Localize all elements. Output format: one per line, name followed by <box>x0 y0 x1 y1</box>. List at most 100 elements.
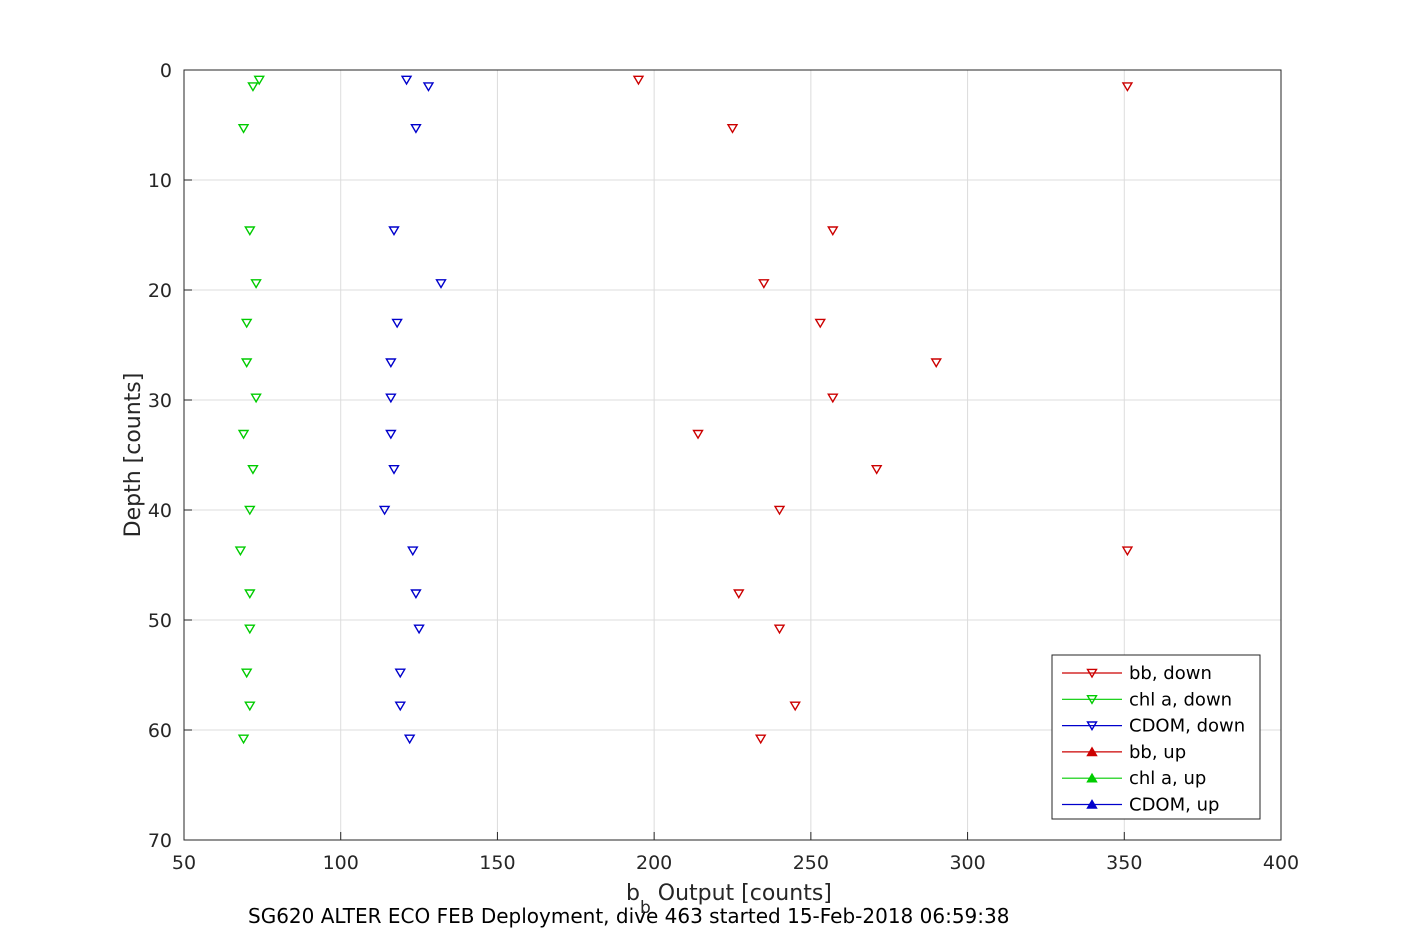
data-point-marker <box>240 358 253 369</box>
data-point-marker <box>773 624 786 635</box>
y-tick-label: 70 <box>148 830 172 852</box>
data-point-marker <box>1121 82 1134 92</box>
y-tick-label: 20 <box>148 280 172 302</box>
legend-marker-swatch <box>1086 668 1098 679</box>
data-point-marker <box>1121 546 1134 557</box>
data-point-marker <box>250 279 262 289</box>
data-point-marker <box>632 75 645 86</box>
data-point-marker <box>240 318 253 329</box>
data-point-marker <box>244 589 256 600</box>
legend-item: CDOM, up <box>1062 795 1219 816</box>
x-tick-label: 250 <box>793 852 829 874</box>
data-point-marker <box>827 226 839 237</box>
data-point-marker <box>247 82 259 92</box>
data-point-marker <box>234 546 247 557</box>
y-tick-label: 40 <box>148 500 172 522</box>
series-2 <box>378 75 447 745</box>
data-point-marker <box>244 505 256 516</box>
dive-caption: SG620 ALTER ECO FEB Deployment, dive 463… <box>248 904 1010 928</box>
legend-marker-swatch <box>1086 695 1098 705</box>
data-point-marker <box>814 318 826 329</box>
data-point-marker <box>827 393 839 404</box>
data-point-marker <box>758 279 770 289</box>
plot-area-frame <box>183 69 1282 841</box>
data-point-marker <box>400 75 413 86</box>
x-tick-label: 50 <box>172 852 196 874</box>
x-tick-label: 200 <box>636 852 672 874</box>
legend-label: CDOM, up <box>1129 795 1219 816</box>
legend-item: chl a, up <box>1062 768 1206 789</box>
legend-label: bb, up <box>1129 742 1186 763</box>
x-tick-label: 100 <box>323 852 359 874</box>
x-axis-label-rest: Output [counts] <box>651 881 832 906</box>
data-point-marker <box>244 624 256 635</box>
data-point-marker <box>237 429 250 440</box>
legend-marker-swatch <box>1086 772 1098 783</box>
data-point-marker <box>388 465 400 475</box>
x-tick-label: 150 <box>479 852 515 874</box>
data-point-marker <box>391 318 403 329</box>
series-1 <box>234 75 265 745</box>
legend-label: chl a, up <box>1129 768 1206 789</box>
legend-label: CDOM, down <box>1129 716 1245 737</box>
legend-label: chl a, down <box>1129 689 1232 710</box>
series-0 <box>632 75 1134 745</box>
y-tick-label: 50 <box>148 610 172 632</box>
data-point-marker <box>237 734 250 745</box>
data-point-marker <box>789 701 801 712</box>
data-point-marker <box>244 701 256 712</box>
legend-marker-swatch <box>1086 721 1098 732</box>
legend-label: bb, down <box>1129 663 1212 684</box>
data-point-marker <box>692 429 704 440</box>
legend-marker-swatch <box>1086 799 1098 809</box>
data-point-marker <box>435 279 447 289</box>
data-point-marker <box>410 123 422 134</box>
legend-marker-swatch <box>1086 746 1098 757</box>
data-point-marker <box>247 465 259 475</box>
x-tick-label: 350 <box>1106 852 1142 874</box>
data-point-marker <box>253 75 265 86</box>
data-markers <box>234 75 1134 745</box>
data-point-marker <box>378 505 391 516</box>
data-point-marker <box>237 123 250 134</box>
data-point-marker <box>403 734 416 745</box>
data-point-marker <box>385 429 397 440</box>
legend-item: CDOM, down <box>1062 716 1245 737</box>
data-point-marker <box>385 393 397 404</box>
data-point-marker <box>388 226 400 237</box>
legend: bb, down chl a, down CDOM, down bb, up chl a… <box>1051 654 1261 820</box>
data-point-marker <box>394 668 406 679</box>
data-point-marker <box>407 546 419 557</box>
data-point-marker <box>240 668 253 679</box>
data-point-marker <box>410 589 422 600</box>
data-point-marker <box>773 505 786 516</box>
data-point-marker <box>250 393 262 404</box>
legend-item: bb, up <box>1062 742 1186 763</box>
data-point-marker <box>394 701 406 712</box>
grid-lines <box>183 69 1282 841</box>
x-axis-label-main: b <box>626 881 640 906</box>
y-tick-label: 60 <box>148 720 172 742</box>
y-axis-label: Depth [counts] <box>121 373 146 538</box>
x-tick-label: 300 <box>949 852 985 874</box>
data-point-marker <box>754 734 767 745</box>
data-point-marker <box>733 589 745 600</box>
data-point-marker <box>385 358 397 369</box>
data-point-marker <box>870 465 883 475</box>
legend-box <box>1051 654 1261 820</box>
x-tick-label: 400 <box>1263 852 1299 874</box>
data-point-marker <box>930 358 942 369</box>
y-tick-label: 10 <box>148 170 172 192</box>
y-tick-label: 0 <box>160 60 172 82</box>
axis-ticks: 50 100 150 200 250 300 350 400 0 10 20 30 40 50 60 70 <box>148 60 1299 874</box>
x-axis-label: bb Output [counts] <box>626 881 832 918</box>
y-tick-label: 30 <box>148 390 172 412</box>
data-point-marker <box>244 226 256 237</box>
legend-item: chl a, down <box>1062 689 1232 710</box>
data-point-marker <box>422 82 435 92</box>
legend-item: bb, down <box>1062 663 1212 684</box>
data-point-marker <box>726 123 739 134</box>
data-point-marker <box>413 624 425 635</box>
x-axis-label-subscript: b <box>640 898 651 918</box>
